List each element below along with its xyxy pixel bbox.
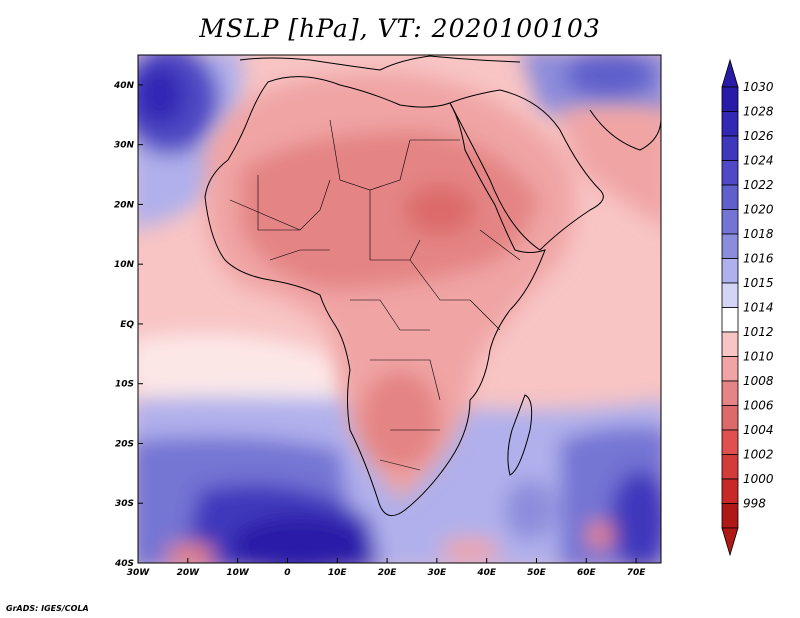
lon-tick-label: 20E <box>378 568 398 578</box>
lat-tick-label: 40N <box>113 81 135 91</box>
colorbar-swatch <box>721 380 739 406</box>
colorbar-level-label: 1000 <box>743 472 774 486</box>
colorbar-level-label: 1008 <box>743 374 774 388</box>
colorbar-level-label: 1020 <box>743 203 774 217</box>
lat-tick-label: 20N <box>114 200 135 210</box>
latitude-axis: 40N 30N 20N 10N EQ 10S 20S 30S 40S <box>113 81 143 569</box>
colorbar-min-arrow <box>721 527 739 557</box>
colorbar-level-label: 1006 <box>743 399 774 413</box>
colorbar-level-label: 1010 <box>743 350 774 364</box>
lon-tick-label: 20W <box>177 568 201 578</box>
lon-tick-label: 0 <box>284 568 290 578</box>
colorbar-level-label: 1018 <box>743 227 774 241</box>
lon-tick-label: 10W <box>226 568 250 578</box>
pressure-field <box>138 55 661 563</box>
colorbar-swatch <box>721 478 739 504</box>
colorbar-swatch <box>721 307 739 333</box>
colorbar-swatch <box>721 233 739 259</box>
colorbar-level-label: 1004 <box>743 423 774 437</box>
colorbar-level-label: 1016 <box>743 252 774 266</box>
lat-tick-label: 30N <box>114 141 135 151</box>
colorbar-swatch <box>721 135 739 161</box>
colorbar-level-label: 1028 <box>743 105 774 119</box>
map-title: MSLP [hPa], VT: 2020100103 <box>199 14 601 43</box>
colorbar-swatch <box>721 503 739 529</box>
lat-tick-label: 40S <box>114 559 134 569</box>
lon-tick-label: 10E <box>328 568 348 578</box>
colorbar-swatch <box>721 356 739 382</box>
colorbar-max-arrow <box>721 58 739 88</box>
lon-tick-label: 40E <box>476 568 497 578</box>
lat-tick-label: 30S <box>115 499 134 509</box>
grads-credit: GrADS: IGES/COLA <box>6 604 89 613</box>
lon-tick-label: 30W <box>127 568 151 578</box>
longitude-axis: 30W 20W 10W 0 10E 20E 30E 40E 50E 60E 70E <box>127 558 647 578</box>
colorbar-swatch <box>721 258 739 284</box>
colorbar-level-label: 1030 <box>743 80 774 94</box>
colorbar-swatch <box>721 429 739 455</box>
colorbar-level-label: 1015 <box>743 276 774 290</box>
colorbar: 1030 1028 1026 1024 1022 1020 1018 1016 1015 1014… <box>721 58 774 557</box>
colorbar-level-label: 1022 <box>743 178 774 192</box>
colorbar-level-label: 1014 <box>743 301 774 315</box>
colorbar-level-label: 1002 <box>743 448 774 462</box>
colorbar-swatch <box>721 282 739 308</box>
colorbar-level-label: 1024 <box>743 154 774 168</box>
lat-tick-label: 20S <box>115 439 134 449</box>
colorbar-swatch <box>721 209 739 235</box>
lat-tick-label: 10N <box>114 260 135 270</box>
colorbar-level-label: 998 <box>743 497 766 511</box>
colorbar-swatch <box>721 160 739 186</box>
colorbar-swatch <box>721 331 739 357</box>
colorbar-swatch <box>721 454 739 480</box>
colorbar-swatch <box>721 405 739 431</box>
lat-tick-label: 10S <box>115 380 134 390</box>
lon-tick-label: 70E <box>627 568 647 578</box>
lat-tick-label: EQ <box>120 320 134 330</box>
colorbar-swatch <box>721 184 739 210</box>
colorbar-swatch <box>721 86 739 112</box>
colorbar-swatch <box>721 111 739 137</box>
lon-tick-label: 50E <box>527 568 547 578</box>
country-borders <box>229 119 521 471</box>
coastlines <box>204 55 661 517</box>
map-frame <box>137 54 662 564</box>
lon-tick-label: 60E <box>577 568 597 578</box>
colorbar-level-label: 1026 <box>743 129 774 143</box>
lon-tick-label: 30E <box>428 568 448 578</box>
colorbar-level-label: 1012 <box>743 325 774 339</box>
